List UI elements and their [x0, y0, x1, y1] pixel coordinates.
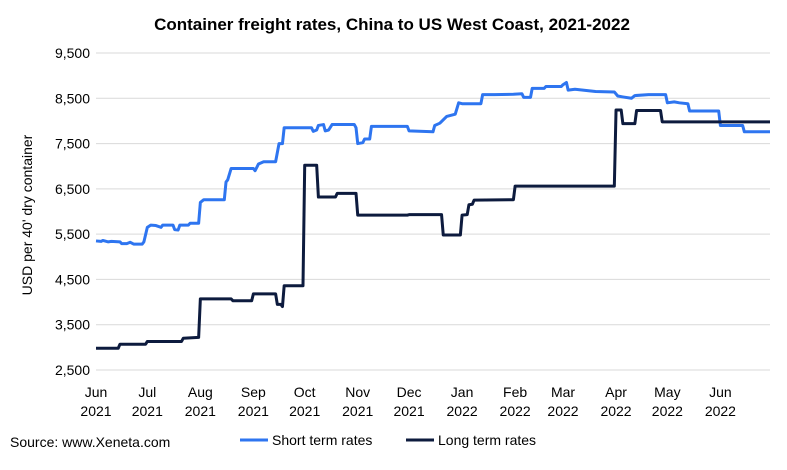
source-note: Source: www.Xeneta.com [10, 434, 170, 450]
x-tick-label: Aug 2021 [185, 384, 216, 419]
x-tick-label: Mar 2022 [547, 384, 578, 419]
series-line-long-term [96, 108, 770, 350]
y-tick-label: 3,500 [55, 317, 90, 333]
gridlines [96, 52, 770, 371]
series-lines [95, 80, 770, 350]
y-axis-label: USD per 40' dry container [19, 134, 35, 295]
x-tick-label: Oct 2021 [289, 384, 320, 419]
x-tick-label: Sep 2021 [238, 384, 269, 419]
y-tick-label: 7,500 [55, 136, 90, 152]
legend-label: Long term rates [438, 432, 536, 448]
x-tick-label: Apr 2022 [600, 384, 631, 419]
y-tick-label: 8,500 [55, 90, 90, 106]
legend-label: Short term rates [272, 432, 372, 448]
x-tick-label: Jun 2021 [80, 384, 111, 419]
y-tick-label: 2,500 [55, 362, 90, 378]
x-tick-label: Feb 2022 [500, 384, 531, 419]
y-tick-label: 9,500 [55, 45, 90, 61]
chart-title: Container freight rates, China to US Wes… [154, 15, 630, 34]
legend: Short term rates Long term rates [240, 432, 536, 448]
y-tick-label: 6,500 [55, 181, 90, 197]
y-tick-label: 4,500 [55, 271, 90, 287]
x-tick-label: Jan 2022 [447, 384, 478, 419]
x-tick-label: Dec 2021 [393, 384, 424, 419]
y-axis-ticks: 2,500 3,500 4,500 5,500 6,500 7,500 8,500 9,500 [55, 45, 90, 378]
series-line-short-term [95, 80, 770, 246]
x-tick-label: Jun 2022 [705, 384, 736, 419]
x-tick-label: May 2022 [652, 384, 683, 419]
x-tick-label: Nov 2021 [342, 384, 373, 419]
x-tick-label: Jul 2021 [132, 384, 163, 419]
y-tick-label: 5,500 [55, 226, 90, 242]
x-axis-ticks: Jun 2021 Jul 2021 Aug 2021 Sep 2021 Oct 2021 Nov 20… [80, 384, 736, 419]
